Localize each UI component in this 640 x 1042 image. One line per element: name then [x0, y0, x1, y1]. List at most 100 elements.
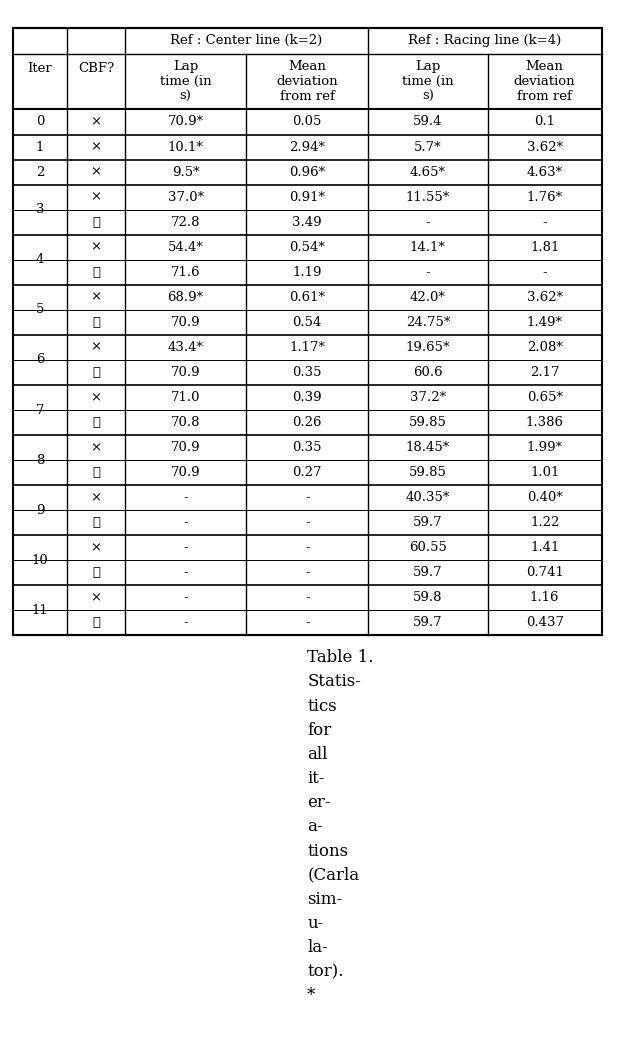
Text: 0.39: 0.39: [292, 391, 322, 404]
Text: 54.4*: 54.4*: [168, 241, 204, 253]
Text: 7: 7: [36, 403, 44, 417]
Text: ✓: ✓: [92, 216, 100, 228]
Text: 40.35*: 40.35*: [406, 491, 450, 504]
Text: 1.81: 1.81: [530, 241, 559, 253]
Text: -: -: [426, 216, 430, 228]
Text: 19.65*: 19.65*: [406, 341, 450, 354]
Text: Iter: Iter: [28, 63, 52, 75]
Text: 60.55: 60.55: [409, 541, 447, 554]
Text: 1.76*: 1.76*: [527, 191, 563, 203]
Text: ×: ×: [90, 441, 102, 454]
Text: 0.54*: 0.54*: [289, 241, 325, 253]
Text: 0.05: 0.05: [292, 116, 322, 128]
Text: 11: 11: [31, 604, 49, 617]
Text: 0.54: 0.54: [292, 316, 322, 329]
Text: -: -: [305, 617, 310, 629]
Text: 2.17: 2.17: [530, 366, 559, 379]
Text: ×: ×: [90, 592, 102, 604]
Text: -: -: [183, 592, 188, 604]
Text: 68.9*: 68.9*: [168, 291, 204, 304]
Text: 2: 2: [36, 166, 44, 178]
Text: 70.9: 70.9: [171, 466, 200, 479]
Text: -: -: [426, 266, 430, 279]
Text: ✓: ✓: [92, 416, 100, 429]
Text: 1.16: 1.16: [530, 592, 559, 604]
Text: Ref : Center line (k=2): Ref : Center line (k=2): [170, 34, 323, 47]
Text: 72.8: 72.8: [171, 216, 200, 228]
Text: Table 1.
Statis-
tics
for
all
it-
er-
a-
tions
(Carla
sim-
u-
la-
tor).
*: Table 1. Statis- tics for all it- er- a-…: [307, 649, 374, 1004]
Text: 0.91*: 0.91*: [289, 191, 325, 203]
Text: CBF?: CBF?: [78, 63, 114, 75]
Text: ✓: ✓: [92, 566, 100, 579]
Text: 11.55*: 11.55*: [406, 191, 450, 203]
Text: ×: ×: [90, 116, 102, 128]
Text: ✓: ✓: [92, 316, 100, 329]
Text: 59.7: 59.7: [413, 516, 443, 529]
Text: 60.6: 60.6: [413, 366, 443, 379]
Text: ×: ×: [90, 291, 102, 304]
Text: 5: 5: [36, 303, 44, 317]
Text: 1.01: 1.01: [530, 466, 559, 479]
Text: -: -: [305, 491, 310, 504]
Text: 18.45*: 18.45*: [406, 441, 450, 454]
Text: ✓: ✓: [92, 466, 100, 479]
Text: -: -: [542, 216, 547, 228]
Text: 1.17*: 1.17*: [289, 341, 325, 354]
Text: ×: ×: [90, 541, 102, 554]
Text: 59.7: 59.7: [413, 566, 443, 579]
Text: 9.5*: 9.5*: [172, 166, 200, 178]
Text: 10.1*: 10.1*: [168, 141, 204, 153]
Text: 1.386: 1.386: [525, 416, 564, 429]
Text: 70.9: 70.9: [171, 366, 200, 379]
Text: 0.35: 0.35: [292, 441, 322, 454]
Text: 1.49*: 1.49*: [527, 316, 563, 329]
Text: 0.65*: 0.65*: [527, 391, 563, 404]
Text: 59.85: 59.85: [409, 466, 447, 479]
Text: 3.62*: 3.62*: [527, 291, 563, 304]
Text: -: -: [183, 516, 188, 529]
Text: ×: ×: [90, 391, 102, 404]
Text: 10: 10: [31, 553, 49, 567]
Text: 0.741: 0.741: [525, 566, 564, 579]
Text: 0.27: 0.27: [292, 466, 322, 479]
Text: Mean
deviation
from ref: Mean deviation from ref: [276, 60, 338, 103]
Text: 0.437: 0.437: [525, 617, 564, 629]
Text: 59.4: 59.4: [413, 116, 443, 128]
Text: 59.85: 59.85: [409, 416, 447, 429]
Text: ×: ×: [90, 166, 102, 178]
Text: 4: 4: [36, 253, 44, 266]
Text: -: -: [183, 541, 188, 554]
Text: 3: 3: [36, 203, 44, 216]
Text: -: -: [183, 566, 188, 579]
Text: Ref : Racing line (k=4): Ref : Racing line (k=4): [408, 34, 561, 47]
Text: 4.65*: 4.65*: [410, 166, 446, 178]
Text: 59.7: 59.7: [413, 617, 443, 629]
Text: Lap
time (in
s): Lap time (in s): [402, 60, 454, 103]
Text: 0: 0: [36, 116, 44, 128]
Text: 0.40*: 0.40*: [527, 491, 563, 504]
Text: ×: ×: [90, 491, 102, 504]
Text: ×: ×: [90, 241, 102, 253]
Text: 59.8: 59.8: [413, 592, 443, 604]
Text: 70.8: 70.8: [171, 416, 200, 429]
Text: 3.62*: 3.62*: [527, 141, 563, 153]
Text: 4.63*: 4.63*: [527, 166, 563, 178]
Text: 70.9*: 70.9*: [168, 116, 204, 128]
Text: 43.4*: 43.4*: [168, 341, 204, 354]
Text: 5.7*: 5.7*: [414, 141, 442, 153]
Text: 1.22: 1.22: [530, 516, 559, 529]
Text: 14.1*: 14.1*: [410, 241, 446, 253]
Text: 0.1: 0.1: [534, 116, 555, 128]
Text: 42.0*: 42.0*: [410, 291, 446, 304]
Text: 9: 9: [36, 503, 44, 517]
Text: Lap
time (in
s): Lap time (in s): [160, 60, 211, 103]
Text: 1.99*: 1.99*: [527, 441, 563, 454]
Text: 2.08*: 2.08*: [527, 341, 563, 354]
Text: 24.75*: 24.75*: [406, 316, 450, 329]
Text: ✓: ✓: [92, 366, 100, 379]
Text: 8: 8: [36, 453, 44, 467]
Text: 2.94*: 2.94*: [289, 141, 325, 153]
Text: ✓: ✓: [92, 516, 100, 529]
Text: 71.0: 71.0: [171, 391, 200, 404]
Text: 71.6: 71.6: [171, 266, 200, 279]
